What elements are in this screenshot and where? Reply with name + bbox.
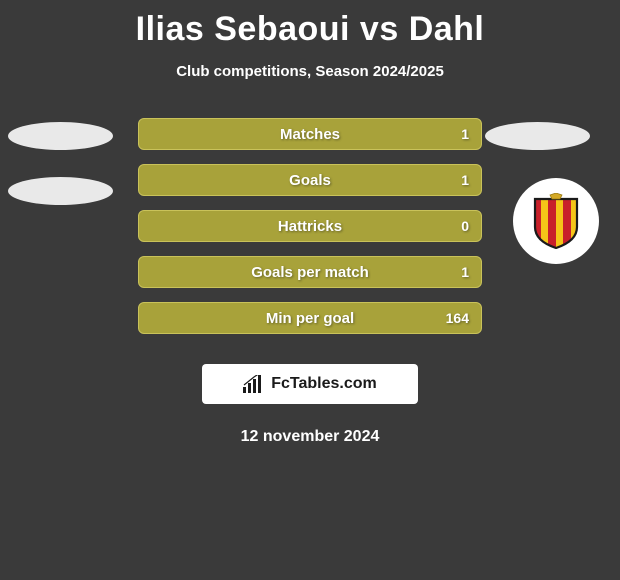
stat-row-goals-per-match: Goals per match 1 (138, 256, 482, 288)
stat-value: 0 (461, 218, 469, 234)
snapshot-date: 12 november 2024 (0, 428, 620, 446)
player1-club-ellipse (8, 177, 113, 205)
logo-text: FcTables.com (271, 375, 377, 393)
player1-slot-ellipse (8, 122, 113, 150)
stat-label: Matches (280, 126, 340, 143)
stat-value: 164 (446, 310, 469, 326)
stat-row-goals: Goals 1 (138, 164, 482, 196)
fctables-logo: FcTables.com (202, 364, 418, 404)
stat-value: 1 (461, 172, 469, 188)
stat-label: Min per goal (266, 310, 354, 327)
bar-chart-icon (243, 375, 265, 393)
stat-label: Hattricks (278, 218, 342, 235)
stat-value: 1 (461, 264, 469, 280)
player2-slot-ellipse (485, 122, 590, 150)
page-title: Ilias Sebaoui vs Dahl (0, 0, 620, 49)
stat-row-min-per-goal: Min per goal 164 (138, 302, 482, 334)
stat-label: Goals per match (251, 264, 369, 281)
player2-club-badge (513, 178, 599, 264)
kv-mechelen-crest-icon (533, 193, 579, 249)
stat-row-hattricks: Hattricks 0 (138, 210, 482, 242)
page-subtitle: Club competitions, Season 2024/2025 (0, 63, 620, 80)
stat-label: Goals (289, 172, 331, 189)
stat-row-matches: Matches 1 (138, 118, 482, 150)
stat-value: 1 (461, 126, 469, 142)
